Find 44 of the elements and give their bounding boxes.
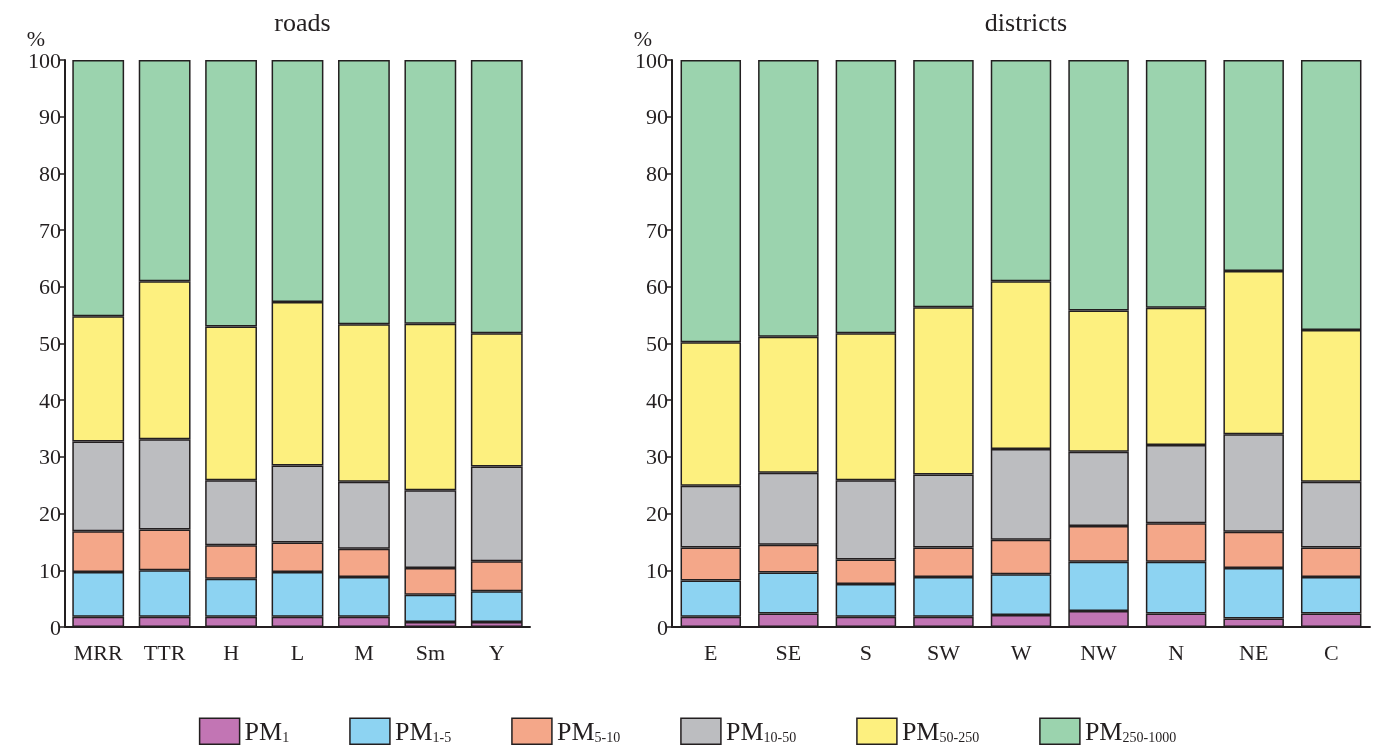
- y-tick-label: 60: [646, 274, 668, 300]
- x-tick-label: SE: [775, 639, 802, 665]
- chart-title: districts: [984, 7, 1068, 37]
- y-tick-label: 80: [39, 160, 61, 186]
- y-tick-label: 70: [39, 217, 61, 243]
- x-tick-label: SW: [926, 639, 961, 665]
- y-tick-label: 30: [39, 444, 61, 470]
- y-tick-label: 20: [39, 501, 61, 527]
- x-tick-label: Sm: [415, 639, 446, 665]
- y-tick-label: 30: [646, 444, 668, 470]
- y-tick-label: 20: [646, 501, 668, 527]
- x-tick-label: H: [223, 639, 240, 665]
- x-tick-label: M: [354, 639, 374, 665]
- y-tick-label: 90: [39, 104, 61, 130]
- y-tick-label: 60: [39, 274, 61, 300]
- legend-label: PM50-250: [901, 716, 980, 746]
- x-tick-label: W: [1010, 639, 1032, 665]
- y-tick-label: 50: [39, 331, 61, 356]
- x-tick-label: Y: [488, 639, 505, 665]
- legend-label: PM250-1000: [1084, 716, 1177, 746]
- legend-label: PM1-5: [394, 716, 452, 746]
- y-tick-label: 50: [646, 331, 668, 356]
- legend-label: PM1: [244, 716, 290, 746]
- y-tick-label: 10: [646, 557, 668, 583]
- x-tick-label: TTR: [143, 639, 186, 665]
- y-tick-label: 10: [39, 557, 61, 583]
- y-tick-label: 80: [646, 160, 668, 186]
- y-tick-label: 40: [39, 387, 61, 413]
- legend-label: PM5-10: [556, 716, 621, 746]
- y-tick-label: 70: [646, 217, 668, 243]
- y-tick-label: 0: [50, 614, 61, 640]
- y-tick-label: 90: [646, 104, 668, 130]
- x-tick-label: S: [859, 639, 873, 665]
- x-tick-label: C: [1323, 639, 1339, 665]
- y-tick-label: 0: [657, 614, 668, 640]
- x-tick-label: MRR: [73, 639, 123, 665]
- x-tick-label: NW: [1080, 639, 1118, 665]
- chart-title: roads: [274, 7, 331, 37]
- x-tick-label: L: [290, 639, 305, 665]
- x-tick-label: NE: [1239, 639, 1269, 665]
- legend-label: PM10-50: [725, 716, 797, 746]
- x-tick-label: E: [704, 639, 718, 665]
- x-tick-label: N: [1168, 639, 1185, 665]
- y-tick-label: 40: [646, 387, 668, 413]
